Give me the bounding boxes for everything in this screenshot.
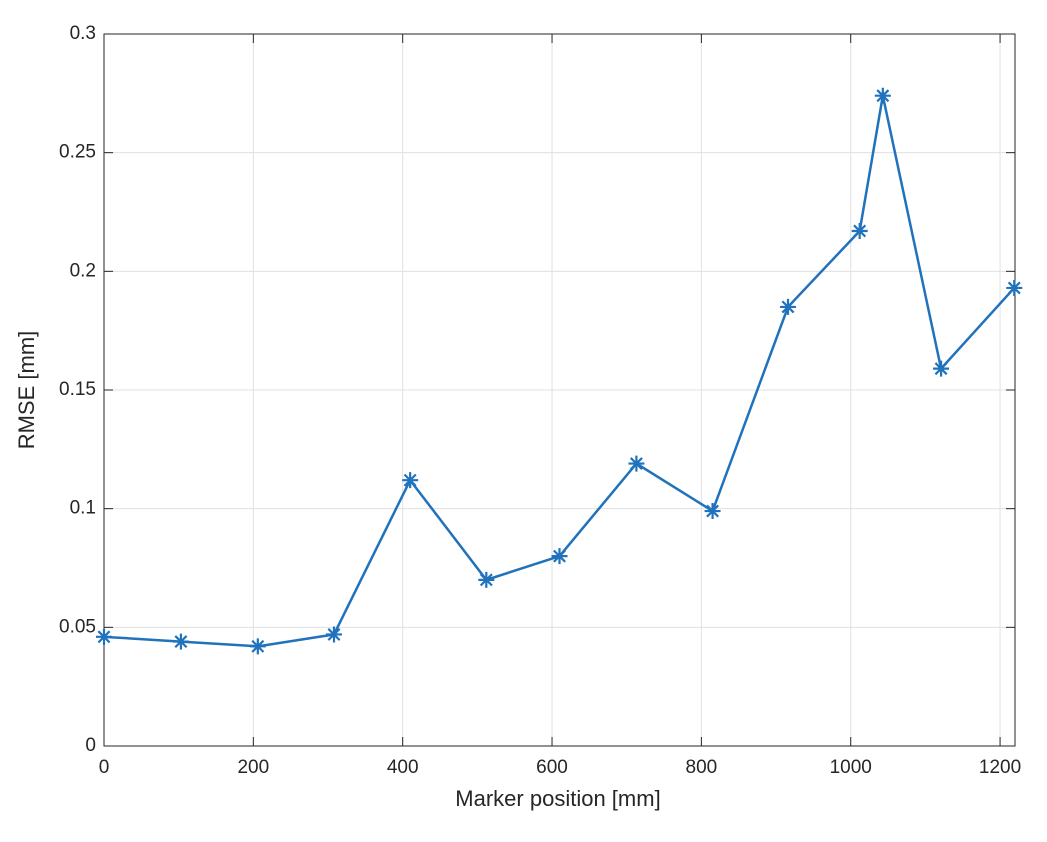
x-tick-label: 400 [387, 757, 419, 778]
data-marker [478, 571, 495, 588]
y-tick-label: 0.2 [70, 260, 96, 281]
x-tick-label: 0 [99, 757, 110, 778]
x-tick-label: 1000 [830, 757, 872, 778]
data-marker [402, 472, 419, 489]
data-marker [96, 628, 112, 645]
plot-frame [103, 33, 1016, 747]
y-tick-label: 0.05 [59, 616, 96, 637]
data-marker [172, 633, 189, 650]
data-marker [1006, 279, 1023, 296]
y-tick-label: 0 [85, 735, 96, 756]
data-line [103, 95, 1016, 648]
y-tick-label: 0.3 [70, 23, 96, 44]
y-tick-label: 0.25 [59, 142, 96, 163]
x-tick-label: 600 [536, 757, 568, 778]
data-marker [249, 638, 266, 655]
data-marker [325, 626, 342, 643]
x-tick-label: 200 [237, 757, 269, 778]
data-marker [551, 548, 568, 565]
x-axis-label: Marker position [mm] [455, 786, 660, 811]
x-tick-label: 1200 [979, 757, 1021, 778]
y-tick-label: 0.15 [59, 379, 96, 400]
x-tick-label: 800 [686, 757, 718, 778]
y-tick-label: 0.1 [70, 498, 96, 519]
data-marker [933, 360, 950, 377]
y-axis-label: RMSE [mm] [14, 331, 39, 450]
data-marker [628, 455, 645, 472]
data-marker [779, 298, 796, 315]
data-marker [874, 87, 891, 104]
data-marker [851, 222, 868, 239]
data-marker [704, 503, 721, 520]
